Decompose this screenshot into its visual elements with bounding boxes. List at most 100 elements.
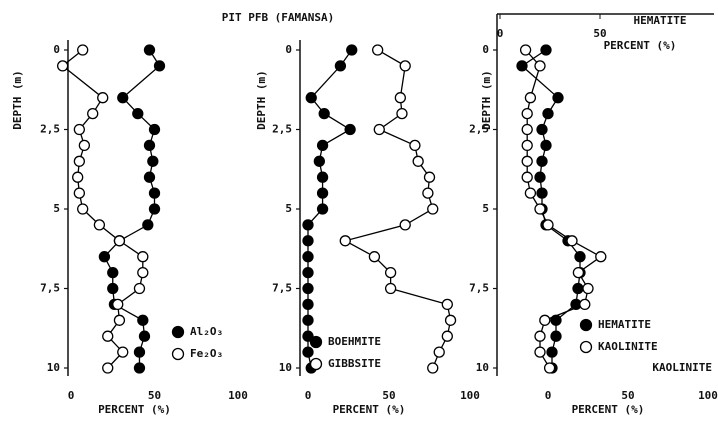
percent-tick-label: 50 (382, 389, 395, 402)
percent-tick-label: 50 (621, 389, 634, 402)
data-point (595, 251, 607, 263)
data-point (521, 123, 533, 136)
depth-tick-label: 2,5 (469, 123, 489, 136)
data-point (412, 155, 424, 167)
data-point (316, 203, 329, 215)
data-point (102, 362, 114, 374)
data-point (142, 219, 154, 231)
data-point (372, 44, 384, 56)
data-point (133, 362, 146, 374)
data-point (143, 44, 156, 56)
data-point (73, 187, 85, 199)
data-point (534, 203, 546, 215)
data-point (153, 60, 166, 72)
top-axis-title: HEMATITE (634, 14, 687, 27)
data-point (441, 330, 453, 342)
legend-marker (309, 335, 323, 349)
data-point (542, 219, 554, 231)
data-point (107, 266, 119, 279)
depth-tick-label: 2,5 (272, 123, 292, 136)
data-point (143, 139, 156, 152)
data-point (574, 251, 586, 263)
data-point (148, 123, 161, 136)
depth-tick-label: 0 (482, 43, 489, 56)
data-point (384, 266, 397, 279)
data-point (427, 203, 439, 215)
data-point (384, 282, 397, 295)
data-point (579, 298, 591, 311)
depth-tick-label: 2,5 (40, 123, 60, 136)
depth-tick-label: 5 (285, 202, 292, 215)
top-tick-label: 50 (593, 27, 606, 40)
data-point (72, 171, 84, 183)
depth-tick-label: 7,5 (469, 282, 489, 295)
percent-tick-label: 100 (460, 389, 480, 402)
data-point (302, 346, 314, 358)
depth-tick-label: 0 (285, 43, 292, 56)
data-point (540, 44, 552, 56)
data-point (107, 282, 119, 295)
data-point (534, 171, 546, 183)
data-point (117, 346, 129, 358)
data-point (542, 107, 554, 120)
data-point (133, 346, 146, 358)
depth-axis-label: DEPTH (m) (480, 70, 493, 130)
depth-tick-label: 5 (53, 202, 60, 215)
depth-tick-label: 7,5 (272, 282, 292, 295)
data-point (536, 155, 548, 167)
data-point (536, 123, 548, 136)
data-point (521, 171, 533, 183)
data-point (536, 187, 548, 199)
data-point (133, 282, 146, 295)
data-point (102, 330, 114, 342)
data-point (423, 171, 436, 183)
data-point (302, 266, 314, 279)
legend-label: BOEHMITE (328, 335, 381, 348)
data-point (87, 107, 99, 120)
percent-tick-label: 50 (148, 389, 161, 402)
data-point (524, 187, 537, 199)
data-point (394, 92, 406, 104)
data-point (73, 123, 85, 136)
percent-axis-label: PERCENT (%) (333, 403, 406, 416)
percent-tick-label: 0 (305, 389, 312, 402)
data-point (427, 362, 439, 374)
top-tick-label: 0 (497, 27, 504, 40)
data-point (521, 139, 533, 152)
data-point (98, 251, 111, 263)
data-point (534, 346, 546, 358)
legend-label: GIBBSITE (328, 357, 381, 370)
data-point (540, 139, 552, 152)
data-point (305, 92, 317, 104)
data-point (302, 219, 314, 231)
percent-axis-label: PERCENT (%) (98, 403, 171, 416)
data-point (441, 298, 453, 311)
data-point (373, 123, 385, 136)
data-point (572, 266, 585, 279)
data-point (539, 314, 551, 326)
data-point (302, 314, 314, 326)
data-point (302, 330, 314, 342)
data-point (546, 346, 558, 358)
data-point (313, 155, 325, 167)
top-axis-label: PERCENT (%) (604, 39, 677, 52)
depth-tick-label: 10 (47, 361, 60, 374)
data-point (368, 251, 381, 263)
data-point (137, 314, 149, 326)
data-point (77, 203, 89, 215)
data-point (316, 171, 329, 183)
data-point (550, 314, 562, 326)
depth-tick-label: 5 (482, 202, 489, 215)
legend-label: HEMATITE (598, 318, 651, 331)
data-point (132, 107, 144, 120)
data-point (117, 92, 129, 104)
data-point (524, 92, 537, 104)
depth-tick-label: 0 (53, 43, 60, 56)
percent-axis-title: KAOLINITE (652, 361, 712, 374)
data-point (113, 235, 126, 247)
data-point (519, 44, 532, 56)
legend-marker (171, 325, 185, 339)
data-point (521, 107, 533, 120)
